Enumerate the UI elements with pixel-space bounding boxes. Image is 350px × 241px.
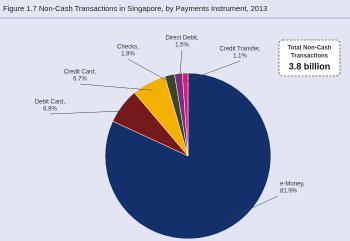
slice-label: Credit Card, bbox=[64, 70, 97, 76]
slice-value: 81.9% bbox=[280, 189, 298, 195]
annotation-total: 3.8 billion bbox=[289, 61, 331, 71]
annotation-box bbox=[278, 39, 341, 77]
leader-line bbox=[228, 195, 279, 220]
slice-label: Checks, bbox=[117, 45, 139, 51]
leader-line bbox=[49, 110, 129, 115]
leader-line bbox=[127, 58, 172, 84]
leader-line bbox=[79, 83, 153, 91]
chart-title: Figure 1.7 Non-Cash Transactions in Sing… bbox=[3, 4, 267, 13]
slice-value: 6.7% bbox=[73, 77, 87, 83]
slice-label: Direct Debit, bbox=[165, 36, 198, 42]
slice-value: 1.1% bbox=[233, 54, 247, 60]
annotation-text: Transactions bbox=[291, 54, 329, 60]
leader-line bbox=[179, 49, 183, 82]
slice-value: 6.9% bbox=[43, 107, 57, 113]
annotation-text: Total Non-Cash bbox=[288, 46, 332, 52]
slice-label: Debit Card, bbox=[35, 100, 66, 106]
slice-value: 1.9% bbox=[121, 52, 135, 58]
slice-label: e-Money, bbox=[280, 182, 305, 188]
slice-label: Credit Transfer, bbox=[219, 47, 260, 53]
slice-value: 1.5% bbox=[175, 43, 189, 49]
leader-line bbox=[185, 60, 241, 82]
pie-slice bbox=[182, 72, 189, 157]
